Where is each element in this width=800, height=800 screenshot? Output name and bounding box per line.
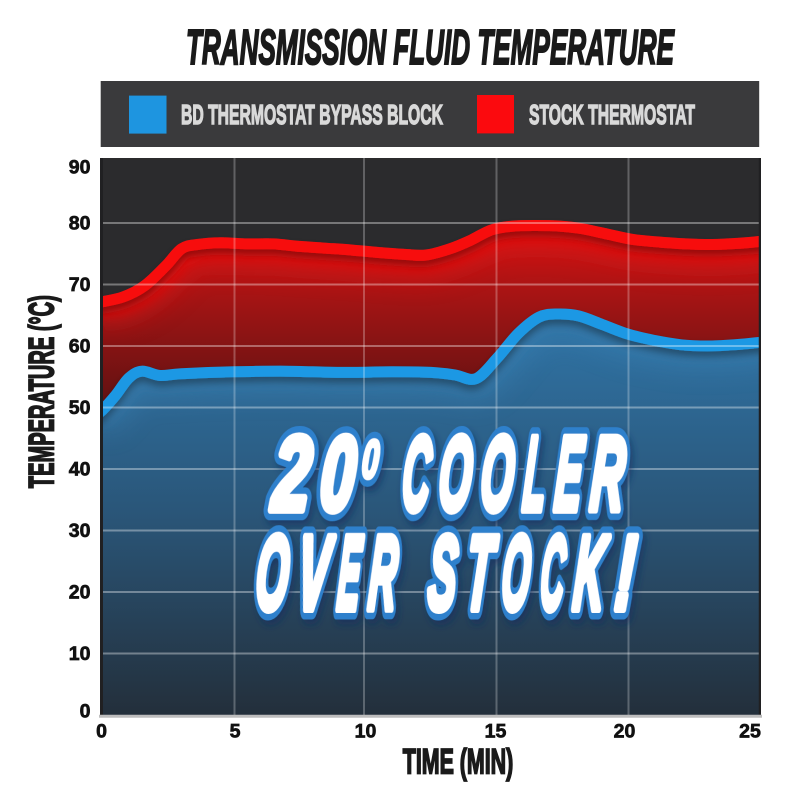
svg-text:0: 0 [80,701,91,723]
svg-text:40: 40 [69,459,91,481]
svg-text:5: 5 [230,721,241,743]
svg-text:60: 60 [69,336,91,358]
svg-text:80: 80 [69,213,91,235]
svg-text:TEMPERATURE (°C): TEMPERATURE (°C) [23,295,62,488]
svg-text:25: 25 [739,721,761,743]
svg-text:50: 50 [69,397,91,419]
svg-text:STOCK THERMOSTAT: STOCK THERMOSTAT [529,99,695,130]
svg-text:BD THERMOSTAT BYPASS BLOCK: BD THERMOSTAT BYPASS BLOCK [181,99,443,130]
svg-text:70: 70 [69,274,91,296]
svg-text:30: 30 [69,520,91,542]
svg-text:20: 20 [69,582,91,604]
svg-text:10: 10 [69,643,91,665]
svg-text:TRANSMISSION FLUID TEMPERATURE: TRANSMISSION FLUID TEMPERATURE [186,21,675,75]
svg-text:10: 10 [355,721,377,743]
svg-text:15: 15 [485,721,507,743]
svg-text:90: 90 [69,157,91,179]
svg-text:TIME (MIN): TIME (MIN) [403,743,514,782]
svg-text:20: 20 [614,721,636,743]
svg-text:S: S [425,515,461,632]
svg-text:0: 0 [96,721,107,743]
